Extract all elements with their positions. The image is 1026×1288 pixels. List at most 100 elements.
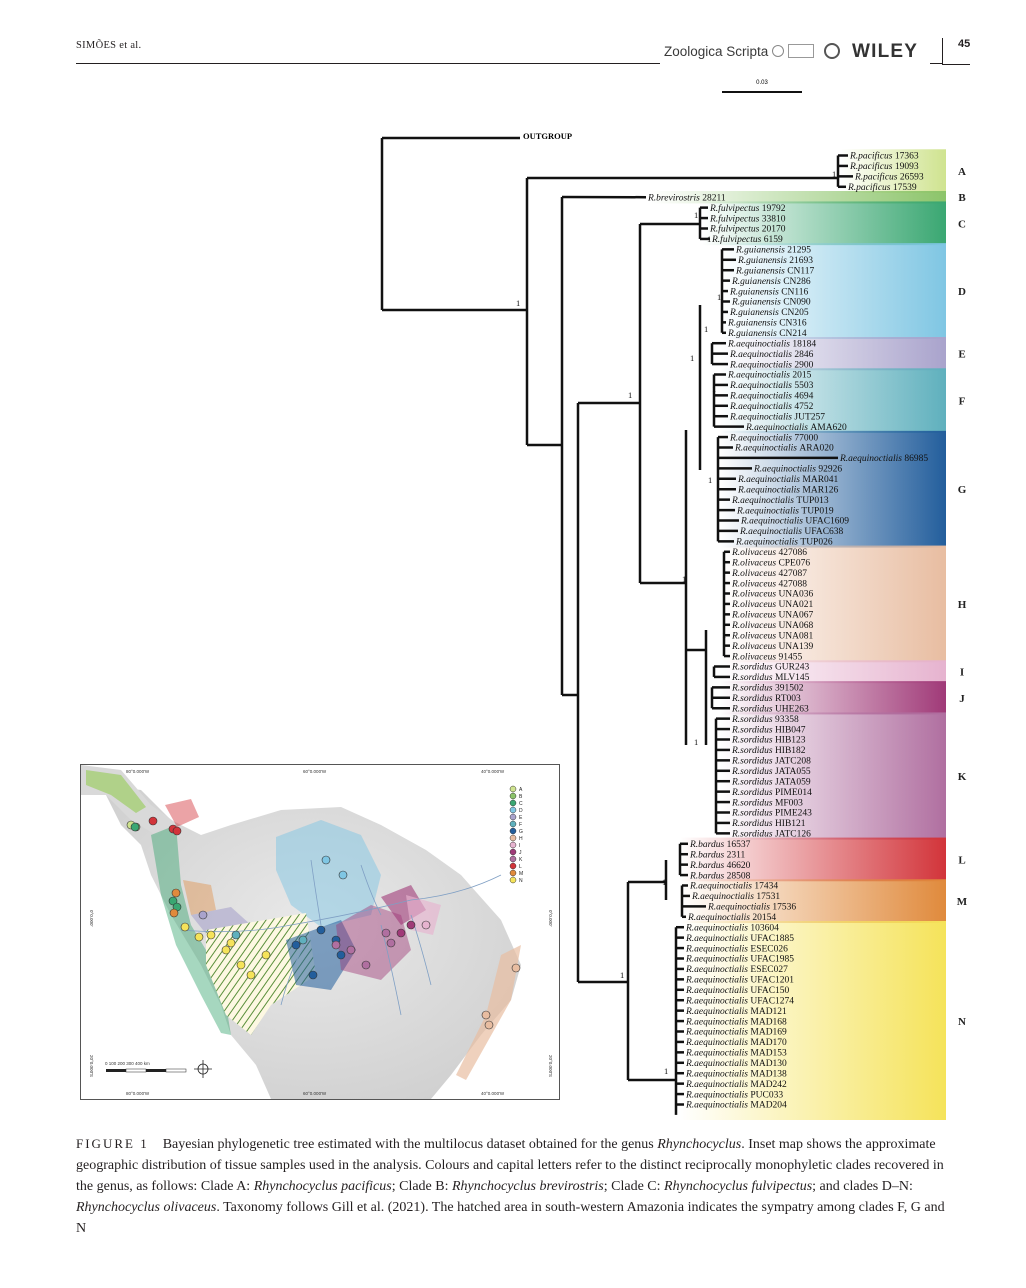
tip-label: R.guianensis CN090 — [731, 298, 811, 308]
lon-label-80w: 80°0.000'W — [126, 769, 150, 774]
clade-letter-m: M — [957, 896, 968, 908]
caption-species-a: Rhynchocyclus pacificus — [253, 1179, 392, 1194]
legend-swatch-h — [509, 834, 517, 842]
support-value: 1 — [664, 1066, 668, 1076]
caption-label: FIGURE 1 — [76, 1136, 149, 1151]
clade-letter-h: H — [958, 599, 967, 611]
tip-label: R.guianensis 21693 — [737, 256, 813, 266]
legend-swatch-c — [509, 799, 517, 807]
tip-label: R.aequinoctialis AMA620 — [745, 423, 847, 433]
legend-swatch-m — [509, 869, 517, 877]
tip-label: R.aequinoctialis 5503 — [729, 381, 814, 391]
lon-label-60w: 60°0.000'W — [303, 769, 327, 774]
tip-label: R.guianensis CN116 — [729, 287, 809, 297]
lon-label-60w-bottom: 60°0.000'W — [303, 1091, 327, 1096]
clade-band-c — [702, 201, 946, 246]
support-value: 1 — [832, 169, 836, 179]
tip-label: R.sordidus HIB123 — [731, 736, 806, 746]
sample-point-g — [336, 950, 346, 960]
tip-label: R.pacificus 19093 — [849, 161, 919, 172]
tip-label: R.aequinoctialis 17531 — [691, 892, 780, 902]
legend-label-b: B — [519, 794, 523, 800]
tip-label: R.sordidus JATC126 — [731, 830, 811, 840]
support-value: 1 — [694, 210, 698, 220]
sample-point-f — [298, 935, 308, 945]
tip-label: R.aequinoctialis MAD168 — [685, 1017, 787, 1027]
clade-band-d — [720, 243, 946, 339]
figure-caption: FIGURE 1 Bayesian phylogenetic tree esti… — [76, 1133, 952, 1239]
tip-label: R.sordidus HIB182 — [731, 746, 806, 756]
tip-label: R.olivaceus UNA081 — [731, 631, 814, 641]
legend-swatch-k — [509, 855, 517, 863]
legend-label-c: C — [519, 801, 523, 807]
society-badge-icon — [772, 45, 784, 57]
tip-label: R.aequinoctialis MAD130 — [685, 1059, 787, 1069]
legend-swatch-j — [509, 848, 517, 856]
coordinate-labels: 80°0.000'W 60°0.000'W 40°0.000'W 80°0.00… — [89, 769, 553, 1096]
clade-letter-g: G — [958, 484, 967, 496]
lon-label-80w-bottom: 80°0.000'W — [126, 1091, 150, 1096]
tip-label: R.fulvipectus 6159 — [711, 234, 783, 245]
sample-point-g — [308, 970, 318, 980]
lat-label-0-right: 0°0.000' — [548, 910, 553, 927]
sample-point-n — [206, 930, 216, 940]
tip-label: R.aequinoctialis 2015 — [727, 371, 812, 381]
tree-branches — [380, 136, 853, 1115]
legend-swatch-b — [509, 792, 517, 800]
tip-label: R.aequinoctialis ESEC026 — [685, 944, 788, 954]
range-clade-l — [165, 799, 199, 827]
sample-point-f — [231, 930, 241, 940]
clade-letter-l: L — [958, 854, 965, 866]
legend-label-f: F — [519, 822, 522, 828]
sample-point-c — [130, 822, 140, 832]
tip-label: R.aequinoctialis UFAC1201 — [685, 976, 794, 986]
sample-point-m — [171, 888, 181, 898]
sample-point-j — [396, 928, 406, 938]
sample-point-h — [511, 963, 521, 973]
outgroup-label: OUTGROUP — [523, 131, 572, 141]
tip-label: R.pacificus 17363 — [849, 151, 919, 162]
tip-label: R.aequinoctialis 17536 — [707, 903, 796, 913]
legend-swatch-f — [509, 820, 517, 828]
tip-label: R.bardus 2311 — [689, 850, 746, 860]
caption-text-4: ; Clade C: — [603, 1179, 665, 1194]
support-value: 1 — [690, 353, 694, 363]
clade-letter-f: F — [959, 396, 966, 408]
tip-label: R.guianensis CN214 — [727, 329, 807, 339]
tip-label: R.bardus 46620 — [689, 861, 751, 871]
tip-label: R.sordidus JATA059 — [731, 777, 811, 787]
tip-label: R.sordidus MF003 — [731, 798, 803, 808]
tip-label: R.sordidus HIB121 — [731, 819, 806, 829]
legend-swatch-n — [509, 876, 517, 884]
range-clade-m — [183, 880, 216, 915]
caption-genus: Rhynchocyclus — [657, 1137, 742, 1152]
tip-label: R.sordidus HIB047 — [731, 725, 806, 735]
legend-swatch-a — [509, 785, 517, 793]
tip-label: R.aequinoctialis 77000 — [729, 433, 818, 443]
tip-label: R.aequinoctialis 2846 — [729, 350, 814, 360]
tip-label: R.aequinoctialis MAD170 — [685, 1038, 787, 1048]
tip-label: R.olivaceus 427087 — [731, 569, 807, 579]
sample-point-g — [291, 940, 301, 950]
sample-points — [126, 816, 521, 1030]
tip-label: R.sordidus JATC208 — [731, 757, 811, 767]
clade-letter-c: C — [958, 218, 966, 230]
tip-label: R.aequinoctialis PUC033 — [685, 1090, 783, 1100]
tip-label: R.sordidus GUR243 — [731, 663, 809, 673]
tip-label: R.sordidus MLV145 — [731, 673, 810, 683]
tip-label: R.aequinoctialis 17434 — [689, 882, 778, 892]
tip-label: R.fulvipectus 33810 — [709, 213, 786, 224]
legend-label-e: E — [519, 815, 523, 821]
tip-label: R.olivaceus UNA067 — [731, 611, 814, 621]
tip-label: R.olivaceus UNA139 — [731, 642, 814, 652]
clade-letter-d: D — [958, 286, 966, 298]
legend-swatch-e — [509, 813, 517, 821]
range-clade-k — [336, 905, 411, 980]
sample-point-d — [321, 855, 331, 865]
figure-1: R.pacificus 17363 R.pacificus 19093 R.paci… — [0, 70, 1026, 1120]
tip-label: R.aequinoctialis ESEC027 — [685, 965, 788, 975]
range-clade-d — [276, 820, 381, 927]
lat-label-0: 0°0.000' — [89, 910, 94, 927]
tip-label: R.sordidus PIME014 — [731, 788, 812, 798]
